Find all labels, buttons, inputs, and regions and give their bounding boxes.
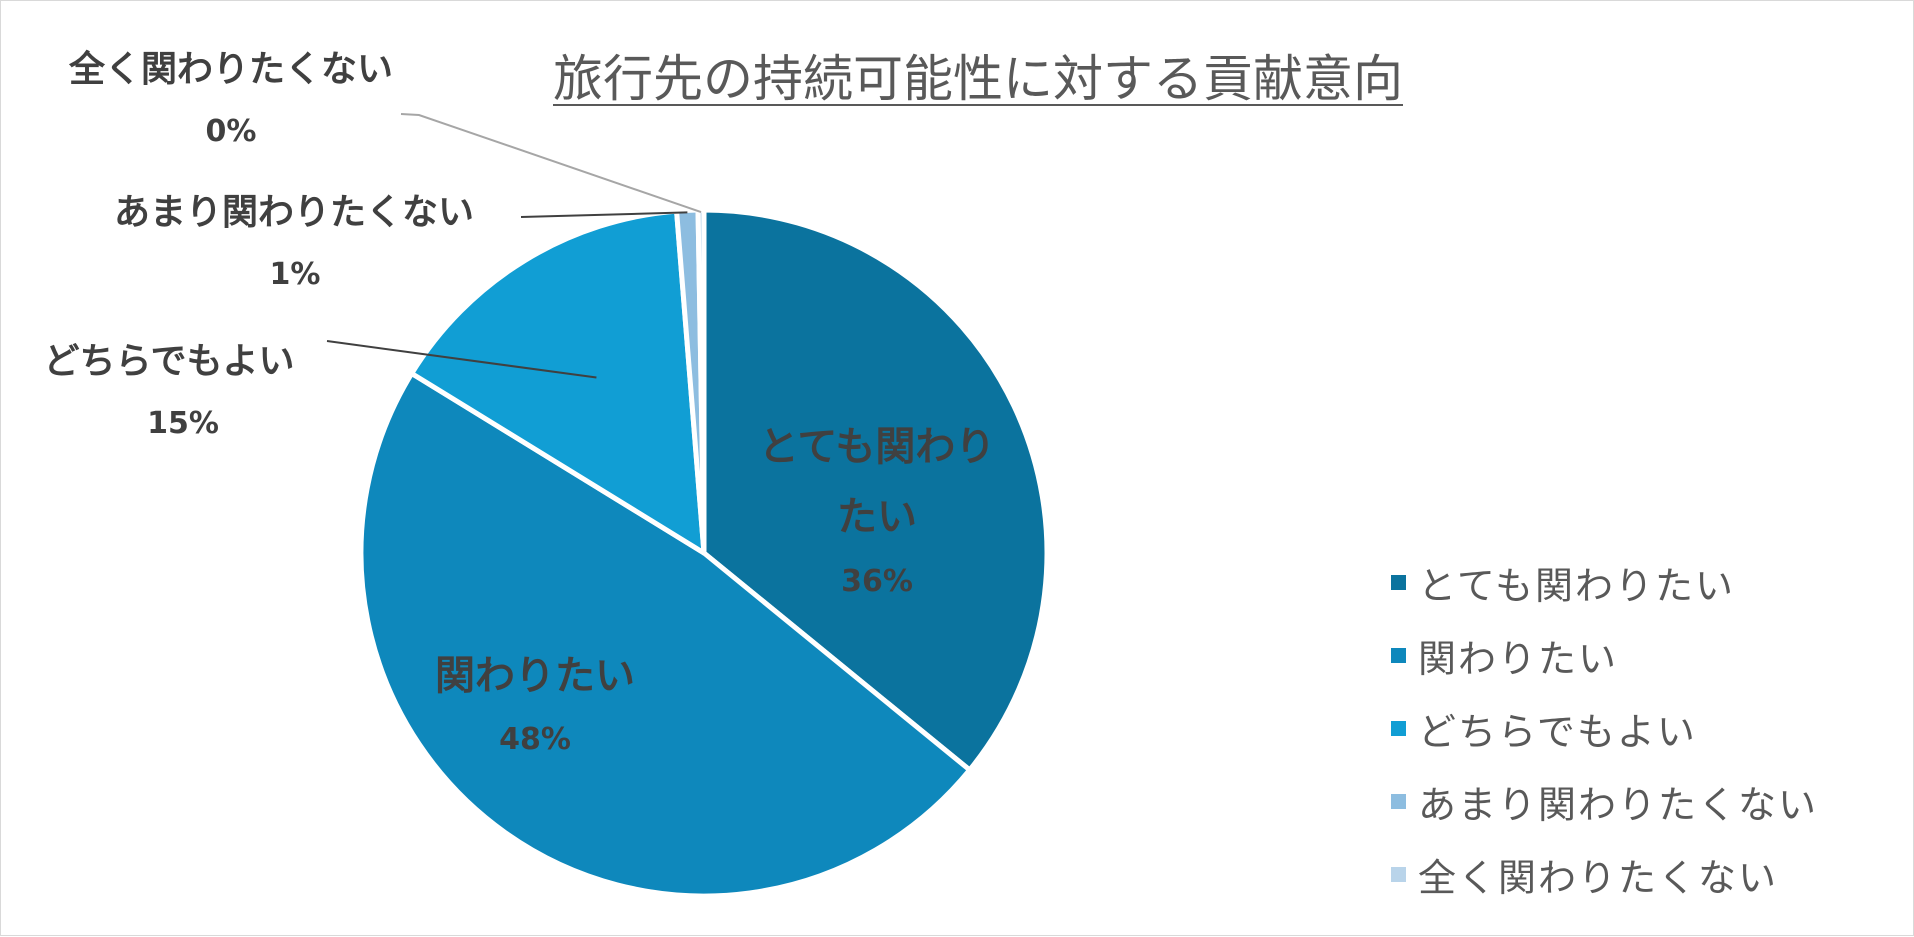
data-label-value: 36%: [841, 564, 913, 599]
legend-item-neutral: どちらでもよい: [1391, 692, 1818, 765]
leader-line-neutral: [326, 340, 597, 379]
data-label-value: 1%: [270, 257, 321, 292]
data-label-category: あまり関わりたくない: [114, 192, 474, 233]
data-label-category: たい: [837, 494, 917, 540]
leader-line-not-very-willing: [520, 211, 688, 218]
legend-item-not-very-willing: あまり関わりたくない: [1391, 765, 1818, 838]
legend-swatch: [1391, 575, 1406, 590]
legend-label: 関わりたい: [1418, 637, 1619, 681]
legend-label: 全く関わりたくない: [1418, 856, 1779, 900]
legend-label: とても関わりたい: [1418, 564, 1735, 608]
pie-slice-willing: [358, 370, 973, 899]
legend-item-very-willing: とても関わりたい: [1391, 546, 1818, 619]
legend-swatch: [1391, 721, 1406, 736]
legend-label: あまり関わりたくない: [1418, 783, 1819, 827]
leader-line-not-willing-at-all: [400, 113, 702, 213]
legend: とても関わりたい 関わりたい どちらでもよい あまり関わりたくない 全く関わりた…: [1391, 546, 1818, 911]
legend-swatch: [1391, 794, 1406, 809]
legend-swatch: [1391, 867, 1406, 882]
legend-label: どちらでもよい: [1418, 710, 1697, 754]
data-label-value: 48%: [499, 722, 571, 757]
legend-item-willing: 関わりたい: [1391, 619, 1818, 692]
data-label-value: 0%: [206, 114, 257, 149]
legend-swatch: [1391, 648, 1406, 663]
pie-slice-neutral: [409, 208, 707, 556]
data-label-value: 15%: [147, 406, 219, 441]
data-label-category: どちらでもよい: [44, 341, 295, 382]
data-label-category: 関わりたい: [435, 653, 635, 699]
legend-item-not-willing-at-all: 全く関わりたくない: [1391, 838, 1818, 911]
data-label-category: とても関わり: [759, 424, 996, 470]
chart-title: 旅行先の持続可能性に対する貢献意向: [553, 50, 1403, 108]
pie-slice-very-willing: [701, 207, 1050, 773]
data-label-category: 全く関わりたくない: [68, 48, 393, 90]
